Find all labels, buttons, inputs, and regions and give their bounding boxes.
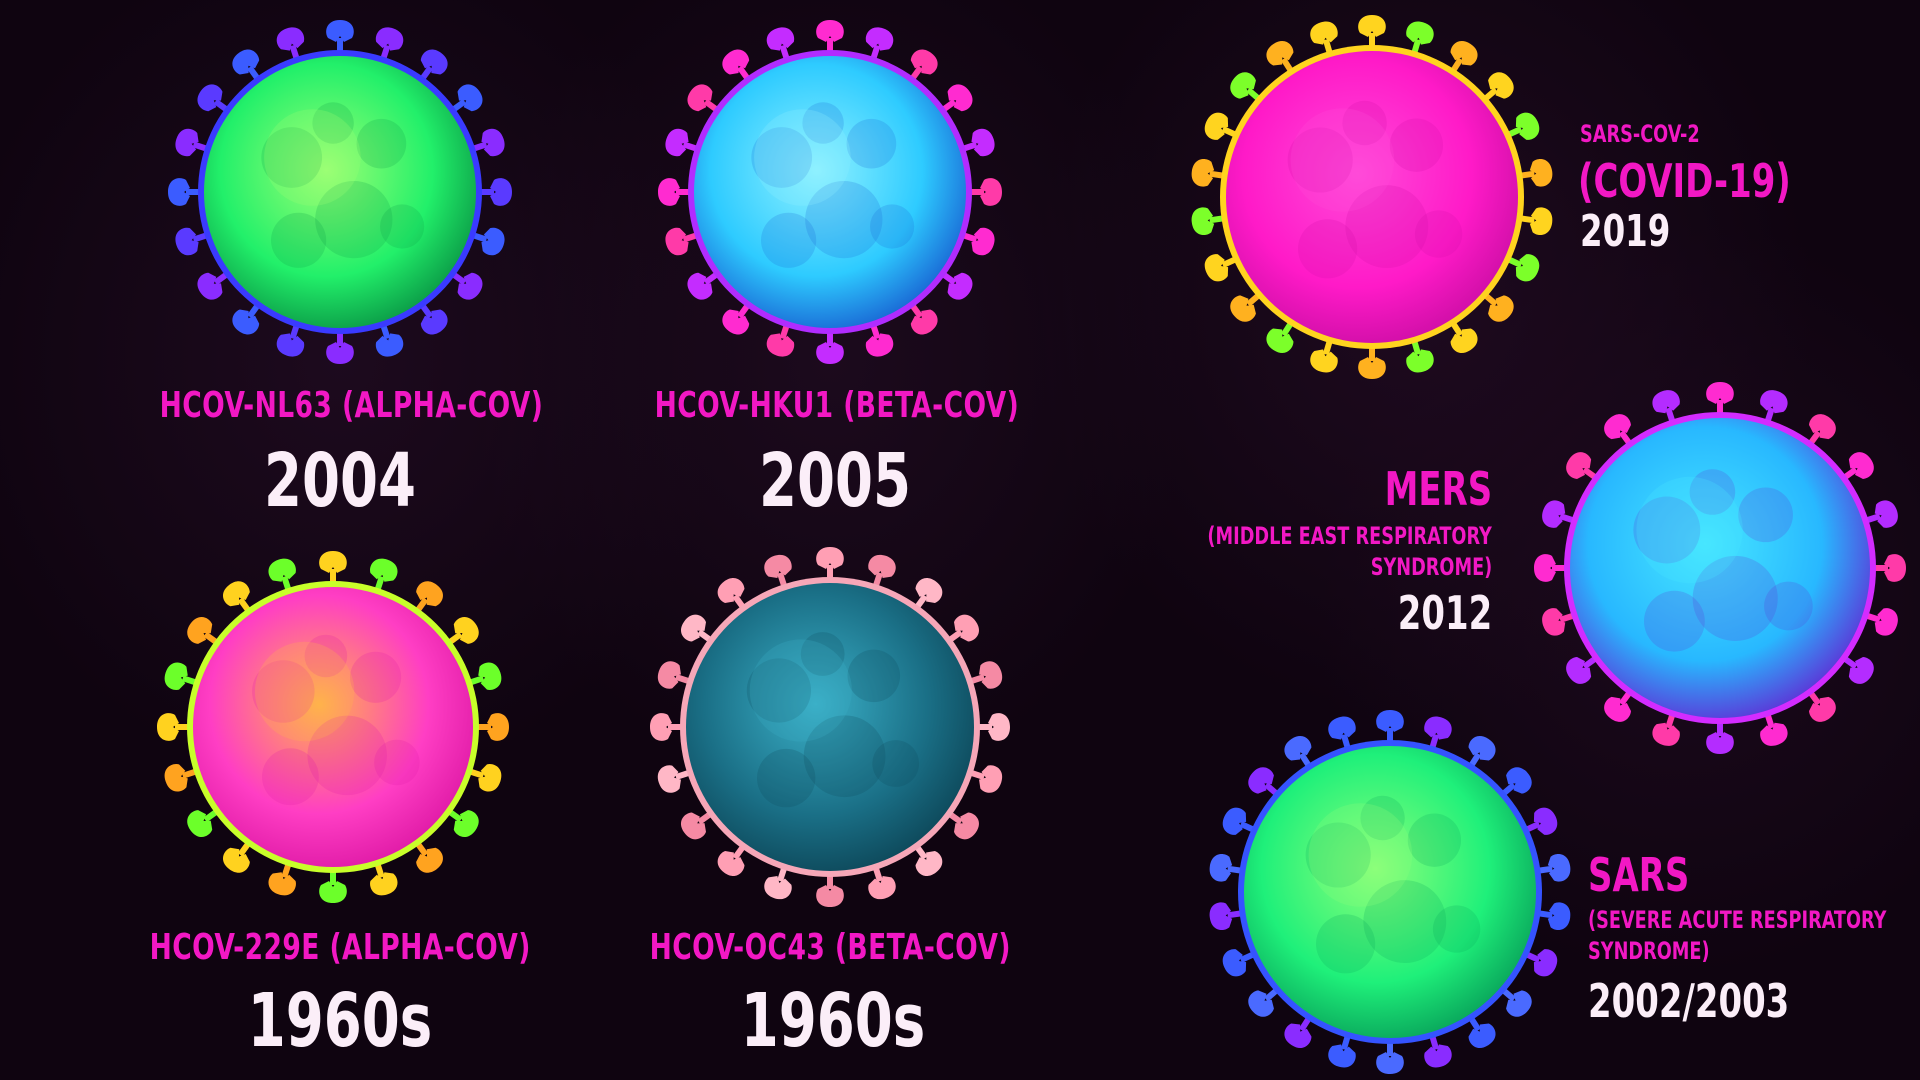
virus-texture [1692,555,1778,641]
virus-texture [1407,813,1462,867]
virus-texture [847,649,901,703]
virus-highlight [254,641,355,742]
virus-highlight [264,109,361,206]
virus-texture [1316,914,1376,974]
virus-texture [803,715,886,798]
virus-texture [802,102,844,144]
virus-texture [1689,469,1736,515]
virus-texture [746,658,812,723]
virus-texture [870,204,915,249]
virus-illustration-229e [157,551,509,903]
virus-texture [1644,590,1705,652]
virus-texture [312,102,354,144]
virus-body [1570,418,1870,718]
virus-texture [757,748,816,808]
virus-texture [761,212,817,268]
virus-name-sars-cov-2: (COVID-19) [1578,154,1791,208]
virus-texture [1633,496,1701,564]
virus-highlight [1308,803,1413,907]
virus-texture [751,127,813,188]
virus-name-sars: SARS [1588,848,1690,902]
virus-illustration-sars-cov-2 [1191,15,1553,379]
virus-body [193,587,473,867]
virus-body [686,583,974,871]
virus-year-sars: 2002/2003 [1588,974,1790,1028]
virus-texture [1414,210,1463,258]
virus-name-oc43: HCOV-OC43 (BETA-COV) [649,927,1011,968]
virus-highlight [754,109,851,206]
virus-texture [261,127,323,188]
virus-texture [1287,127,1353,193]
virus-name-229e: HCOV-229E (ALPHA-COV) [149,927,531,968]
virus-texture [1360,795,1405,841]
virus-full-name-mers-line-2: SYNDROME) [1370,553,1492,581]
virus-year-hku1: 2005 [759,438,911,524]
virus-year-nl63: 2004 [264,438,416,524]
virus-name-sars-cov-2-prefix: SARS-COV-2 [1580,120,1700,148]
virus-texture [1298,219,1358,279]
virus-body [694,56,966,328]
virus-texture [307,715,387,796]
virus-year-mers: 2012 [1397,586,1492,640]
virus-texture [356,118,407,169]
virus-texture [1363,880,1447,964]
virus-body [204,56,476,328]
virus-texture [271,212,327,268]
virus-body [1226,51,1518,343]
virus-illustration-nl63 [168,20,512,364]
virus-illustration-hku1 [658,20,1002,364]
virus-texture [304,634,348,678]
virus-texture [350,651,402,703]
virus-highlight [1290,108,1395,212]
virus-illustration-oc43 [650,547,1010,907]
virus-texture [315,180,393,259]
virus-texture [1738,487,1793,543]
virus-name-hku1: HCOV-HKU1 (BETA-COV) [654,385,1020,426]
virus-texture [252,660,315,723]
virus-full-name-sars-line-2: SYNDROME) [1588,937,1710,965]
virus-year-sars-cov-2: 2019 [1580,206,1671,257]
virus-year-229e: 1960s [247,978,433,1064]
virus-texture [262,748,319,806]
virus-highlight [1636,476,1743,584]
virus-year-oc43: 1960s [740,978,926,1064]
virus-texture [846,118,897,169]
virus-texture [374,739,420,786]
virus-full-name-mers-line-1: (MIDDLE EAST RESPIRATORY [1207,522,1492,550]
virus-texture [1432,905,1481,953]
virus-texture [1389,118,1444,172]
virus-texture [872,740,920,787]
virus-body [1244,746,1536,1038]
virus-name-mers: MERS [1384,462,1492,516]
virus-name-nl63: HCOV-NL63 (ALPHA-COV) [159,385,544,426]
virus-texture [1305,822,1371,888]
virus-texture [800,632,845,676]
virus-texture [1345,185,1429,269]
virus-illustration-mers [1534,382,1906,754]
virus-texture [380,204,425,249]
virus-texture [805,180,883,259]
virus-illustration-sars [1209,710,1571,1074]
virus-full-name-sars-line-1: (SEVERE ACUTE RESPIRATORY [1588,906,1887,934]
virus-highlight [749,639,852,742]
virus-texture [1764,581,1813,631]
virus-texture [1342,100,1387,146]
